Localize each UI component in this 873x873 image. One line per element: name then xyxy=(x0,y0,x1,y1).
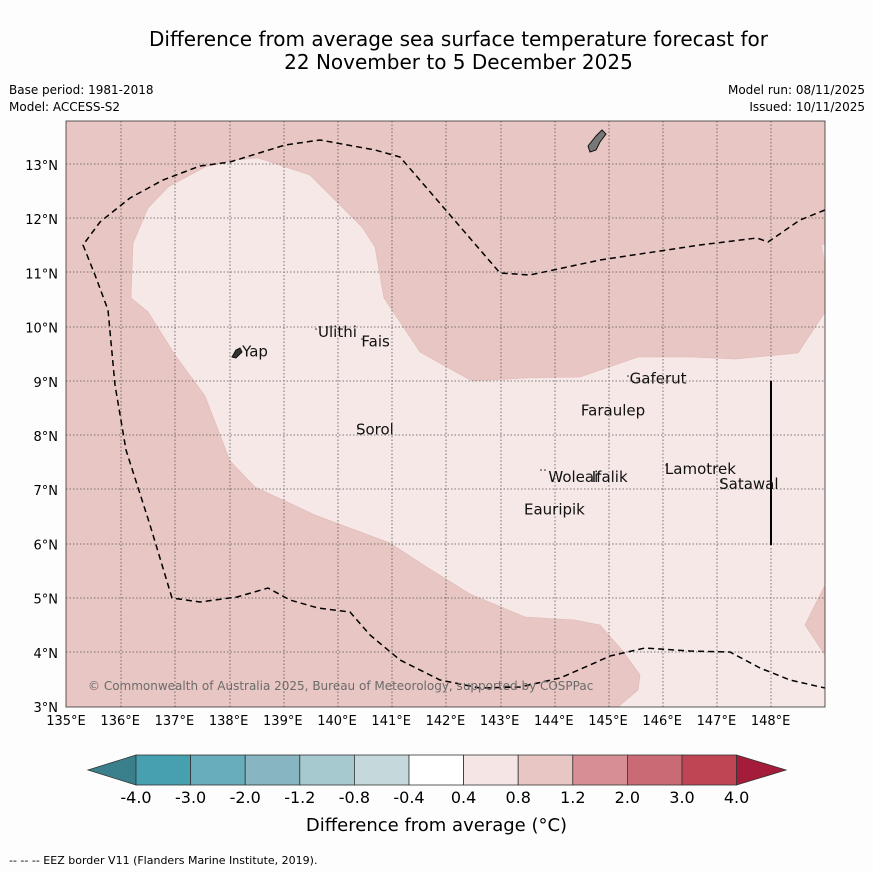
model-name: Model: ACCESS-S2 xyxy=(9,100,121,114)
place-label: Fais xyxy=(361,333,390,351)
lat-label: 5°N xyxy=(34,593,59,608)
colorbar-segment xyxy=(681,754,737,786)
colorbar-tick-label: -0.4 xyxy=(393,788,425,807)
colorbar-tick-label: 4.0 xyxy=(723,788,750,807)
lat-label: 9°N xyxy=(34,376,59,391)
model-run: Model run: 08/11/2025 xyxy=(727,83,865,97)
colorbar-segment xyxy=(463,754,519,786)
colorbar-segment xyxy=(244,754,301,786)
colorbar-tick-label: 3.0 xyxy=(669,788,695,807)
lon-label: 142°E xyxy=(426,714,466,729)
map-body xyxy=(66,121,825,707)
lon-label: 140°E xyxy=(317,714,357,729)
lon-label: 148°E xyxy=(751,714,791,729)
lon-labels: 135°E 136°E 137°E 138°E 139°E 140°E 141°E 142°E… xyxy=(46,714,790,729)
lon-label: 139°E xyxy=(263,714,303,729)
lon-label: 146°E xyxy=(642,714,682,729)
colorbar-tick-label: -3.0 xyxy=(174,788,207,807)
colorbar-segment xyxy=(572,754,628,786)
colorbar-tick-label: 0.4 xyxy=(450,788,477,807)
yap-island xyxy=(231,347,243,359)
title-line-2: 22 November to 5 December 2025 xyxy=(284,50,633,74)
issued-date: Issued: 10/11/2025 xyxy=(749,100,865,114)
place-label: Ulithi xyxy=(318,323,357,341)
meta-right: Model run: 08/11/2025 Issued: 10/11/2025 xyxy=(728,82,865,116)
place-label: Gaferut xyxy=(630,369,687,387)
place-label: Woleai xyxy=(548,468,598,486)
place-label: Satawal xyxy=(719,475,778,493)
colorbar-tick-label: -1.2 xyxy=(284,788,316,807)
lon-label: 141°E xyxy=(371,714,411,729)
colorbar-tick-label: -4.0 xyxy=(120,788,152,807)
anomaly-band-0.4-0.8 xyxy=(130,157,825,707)
lon-label: 147°E xyxy=(697,714,737,729)
grid-lines xyxy=(66,121,825,707)
place-label: Faraulep xyxy=(581,401,645,419)
colorbar-segment xyxy=(517,754,574,786)
base-period: Base period: 1981-2018 xyxy=(9,83,154,97)
title-line-1: Difference from average sea surface temp… xyxy=(148,27,768,51)
lat-label: 4°N xyxy=(34,647,59,662)
lat-label: 13°N xyxy=(25,159,58,174)
lat-label: 10°N xyxy=(25,322,58,337)
colorbar-tick-label: 1.2 xyxy=(560,788,586,807)
colorbar-segment xyxy=(299,754,355,786)
map-title: Difference from average sea surface temp… xyxy=(60,28,857,74)
colorbar-extend-low xyxy=(86,754,137,786)
lat-label: 11°N xyxy=(25,267,58,282)
place-label: Lamotrek xyxy=(665,460,736,478)
colorbar-title: Difference from average (°C) xyxy=(305,815,568,836)
eez-border xyxy=(82,139,826,689)
colorbar-segment xyxy=(135,754,191,786)
lon-label: 143°E xyxy=(480,714,520,729)
lon-label: 137°E xyxy=(155,714,195,729)
lat-label: 3°N xyxy=(34,701,59,716)
lon-label: 138°E xyxy=(209,714,249,729)
lon-label: 144°E xyxy=(534,714,574,729)
guam-island xyxy=(587,129,607,153)
colorbar xyxy=(86,754,788,786)
lon-label: 145°E xyxy=(588,714,628,729)
atoll-dots xyxy=(315,328,723,482)
colorbar-segment xyxy=(408,754,464,786)
lon-label: 135°E xyxy=(46,714,86,729)
lat-label: 6°N xyxy=(34,538,59,553)
colorbar-segment xyxy=(190,754,246,786)
colorbar-tick-label: 0.8 xyxy=(505,788,531,807)
meta-left: Base period: 1981-2018 Model: ACCESS-S2 xyxy=(9,82,154,116)
lat-label: 12°N xyxy=(25,213,58,228)
lat-labels: 13°N 12°N 11°N 10°N 9°N 8°N 7°N 6°N 5°N 4°N 3°N xyxy=(25,159,58,716)
anomaly-band-0.4-0.8-east xyxy=(822,245,825,262)
copyright-text: © Commonwealth of Australia 2025, Bureau… xyxy=(88,679,593,693)
colorbar-tick-label: -2.0 xyxy=(229,788,261,807)
place-label: Sorol xyxy=(356,420,394,438)
colorbar-extend-high xyxy=(736,754,788,786)
place-label: Ifalik xyxy=(592,468,628,486)
place-label: Yap xyxy=(241,342,268,360)
lat-label: 8°N xyxy=(34,430,59,445)
eez-legend: -- -- -- EEZ border V11 (Flanders Marine… xyxy=(9,854,318,867)
map-frame xyxy=(65,120,826,708)
colorbar-tick-label: -0.8 xyxy=(338,788,370,807)
lat-label: 7°N xyxy=(34,484,59,499)
place-label: Eauripik xyxy=(524,501,585,519)
colorbar-segment xyxy=(353,754,410,786)
colorbar-segment xyxy=(627,754,683,786)
lon-label: 136°E xyxy=(100,714,140,729)
colorbar-tick-label: 2.0 xyxy=(614,788,641,807)
